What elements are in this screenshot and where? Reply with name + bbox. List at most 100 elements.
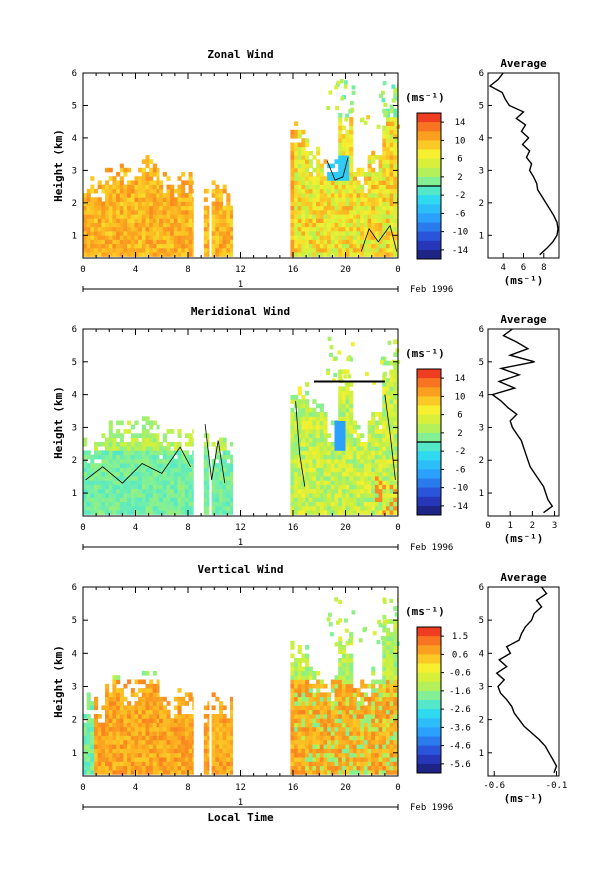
heatmap-cell xyxy=(319,226,324,232)
heatmap-cell xyxy=(378,701,383,706)
heatmap-cell xyxy=(127,441,132,447)
heatmap-cell xyxy=(352,193,357,198)
heatmap-cell xyxy=(393,252,398,257)
heatmap-cell xyxy=(356,437,361,443)
heatmap-cell xyxy=(203,744,208,749)
heatmap-cell xyxy=(166,709,171,715)
heatmap-cell xyxy=(345,252,350,257)
heatmap-cell xyxy=(316,735,321,741)
heatmap-cell xyxy=(323,450,328,456)
heatmap-cell xyxy=(94,493,99,498)
heatmap-cell xyxy=(341,138,346,143)
heatmap-cell xyxy=(389,243,394,249)
heatmap-cell xyxy=(319,407,324,413)
heatmap-cell xyxy=(338,505,343,511)
heatmap-cell xyxy=(94,476,99,481)
average-profile-line xyxy=(495,586,558,773)
heatmap-cell xyxy=(297,670,302,676)
heatmap-cell xyxy=(323,718,328,723)
heatmap-cell xyxy=(203,205,208,211)
heatmap-cell xyxy=(371,770,376,775)
heatmap-cell xyxy=(297,176,302,181)
colorbar-label: 0.6 xyxy=(452,650,468,660)
heatmap-cell xyxy=(230,214,233,219)
heatmap-cell xyxy=(188,205,193,211)
heatmap-cell xyxy=(341,484,346,490)
heatmap-cell xyxy=(156,484,160,490)
heatmap-cell xyxy=(341,722,346,728)
heatmap-cell xyxy=(222,458,227,464)
heatmap-cell xyxy=(356,748,361,754)
heatmap-cell xyxy=(345,675,350,680)
heatmap-cell xyxy=(116,692,121,698)
heatmap-cell xyxy=(290,441,295,447)
heatmap-cell xyxy=(203,722,208,728)
heatmap-cell xyxy=(290,467,295,473)
heatmap-cell xyxy=(141,714,146,719)
heatmap-cell xyxy=(105,744,110,749)
heatmap-cell xyxy=(86,231,91,236)
heatmap-cell xyxy=(385,714,390,719)
heatmap-cell xyxy=(393,718,398,723)
heatmap-cell xyxy=(290,692,295,698)
heatmap-cell xyxy=(308,210,313,215)
heatmap-cell xyxy=(83,739,88,745)
heatmap-cell xyxy=(192,467,194,473)
heatmap-cell xyxy=(83,493,88,498)
heatmap-cell xyxy=(323,231,328,236)
heatmap-cell xyxy=(352,493,357,498)
heatmap-cell xyxy=(323,476,328,481)
heatmap-cell xyxy=(297,493,302,498)
heatmap-cell xyxy=(330,446,335,451)
heatmap-cell xyxy=(215,243,220,249)
heatmap-cell xyxy=(219,197,224,202)
colorbar-frame xyxy=(416,626,442,774)
heatmap-cell xyxy=(141,458,146,464)
heatmap-cell xyxy=(156,501,160,507)
heatmap-cell xyxy=(371,226,376,232)
heatmap-cell xyxy=(345,412,350,417)
heatmap-cell xyxy=(134,197,139,202)
heatmap-cell xyxy=(371,247,376,253)
heatmap-cell xyxy=(294,497,299,502)
heatmap-cell xyxy=(162,458,167,464)
heatmap-cell xyxy=(188,231,193,236)
heatmap-cell xyxy=(156,480,160,485)
heatmap-cell xyxy=(301,239,306,245)
heatmap-cell xyxy=(108,761,113,767)
heatmap-cell xyxy=(382,476,387,481)
heatmap-cell xyxy=(188,172,193,177)
heatmap-cell xyxy=(383,113,388,118)
heatmap-cell xyxy=(159,471,164,477)
heatmap-cell xyxy=(330,226,335,232)
heatmap-cell xyxy=(116,714,121,719)
heatmap-cell xyxy=(149,744,154,749)
heatmap-cell xyxy=(156,201,160,207)
heatmap-cell xyxy=(345,658,350,663)
heatmap-cell xyxy=(184,735,189,741)
heatmap-cell xyxy=(116,441,121,447)
heatmap-cell xyxy=(294,226,299,232)
heatmap-cell xyxy=(215,731,220,736)
heatmap-cell xyxy=(326,105,331,111)
heatmap-cell xyxy=(184,450,189,456)
heatmap-cell xyxy=(345,407,350,413)
heatmap-cell xyxy=(207,247,210,253)
heatmap-cell xyxy=(184,205,189,211)
heatmap-cell xyxy=(312,420,317,426)
heatmap-cell xyxy=(341,155,346,160)
heatmap-cell xyxy=(294,420,299,426)
heatmap-cell xyxy=(149,446,154,451)
heatmap-cell xyxy=(352,450,357,456)
average-profile-line xyxy=(490,328,554,514)
heatmap-cell xyxy=(323,243,328,249)
heatmap-cell xyxy=(308,454,313,460)
heatmap-cell xyxy=(389,748,394,754)
heatmap-cell xyxy=(338,666,343,672)
heatmap-cell xyxy=(382,239,387,245)
heatmap-cell xyxy=(226,484,231,490)
heatmap-cell xyxy=(108,705,113,711)
heatmap-cell xyxy=(349,683,354,689)
heatmap-cell xyxy=(294,510,299,515)
heatmap-cell xyxy=(305,188,310,194)
